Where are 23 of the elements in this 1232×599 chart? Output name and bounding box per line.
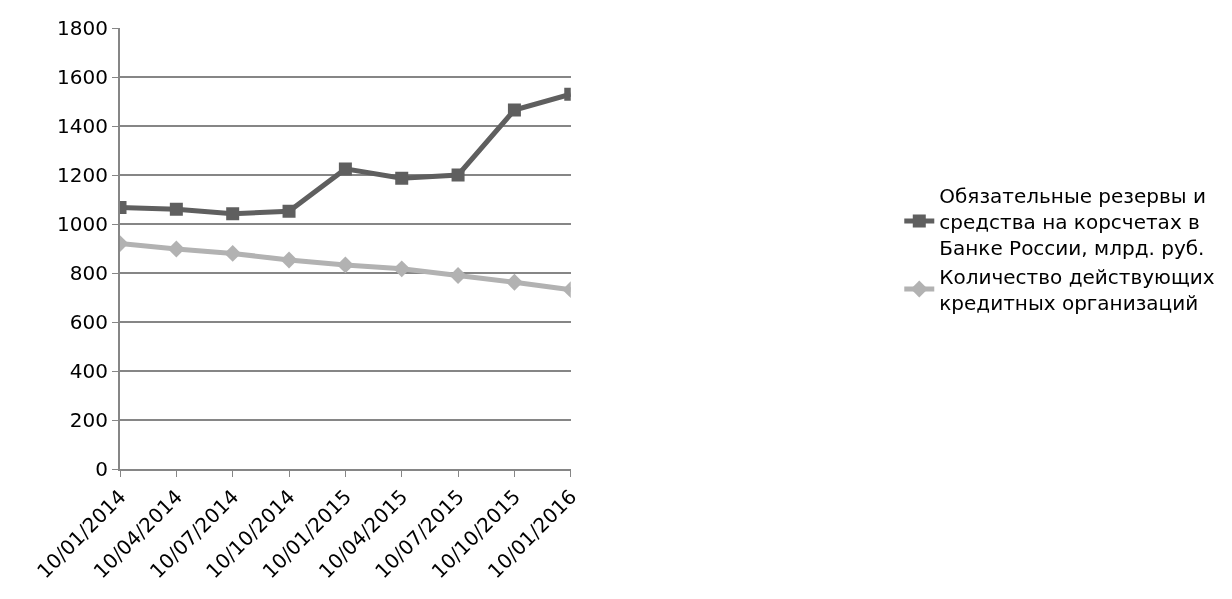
point	[507, 103, 521, 117]
y-tick-label: 1400	[57, 114, 108, 138]
point	[338, 162, 352, 176]
y-tick-label: 0	[95, 457, 108, 481]
y-tick-label: 400	[69, 359, 108, 383]
legend-label: Обязательные резервы и средства на корсчетах в Банке России, млрд. руб.	[939, 183, 1206, 260]
y-tick-label: 1600	[57, 65, 108, 89]
point	[169, 202, 183, 216]
point	[224, 244, 242, 262]
point	[451, 168, 465, 182]
y-tick-label: 800	[69, 261, 108, 285]
point	[167, 240, 185, 258]
point	[395, 171, 409, 185]
y-tick-label: 1000	[57, 212, 108, 236]
y-tick-label: 1200	[57, 163, 108, 187]
point	[449, 267, 467, 284]
point	[282, 204, 296, 218]
point	[280, 251, 298, 269]
point	[226, 207, 240, 221]
y-tick-label: 600	[69, 310, 108, 334]
y-tick-label: 200	[69, 408, 108, 432]
legend-label: Количество действующих кредитных организаций	[939, 264, 1215, 315]
y-tick-label: 1800	[57, 16, 108, 40]
